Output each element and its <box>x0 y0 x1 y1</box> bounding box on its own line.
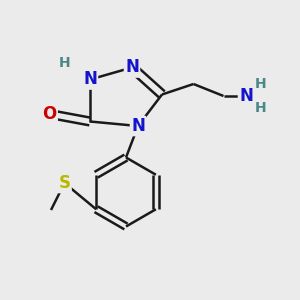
Text: N: N <box>131 117 145 135</box>
Text: S: S <box>58 174 70 192</box>
Text: H: H <box>255 77 267 91</box>
Text: O: O <box>42 105 57 123</box>
Text: H: H <box>255 101 267 115</box>
Text: N: N <box>125 58 139 76</box>
Text: H: H <box>59 56 70 70</box>
Text: N: N <box>239 87 253 105</box>
Text: N: N <box>83 70 97 88</box>
